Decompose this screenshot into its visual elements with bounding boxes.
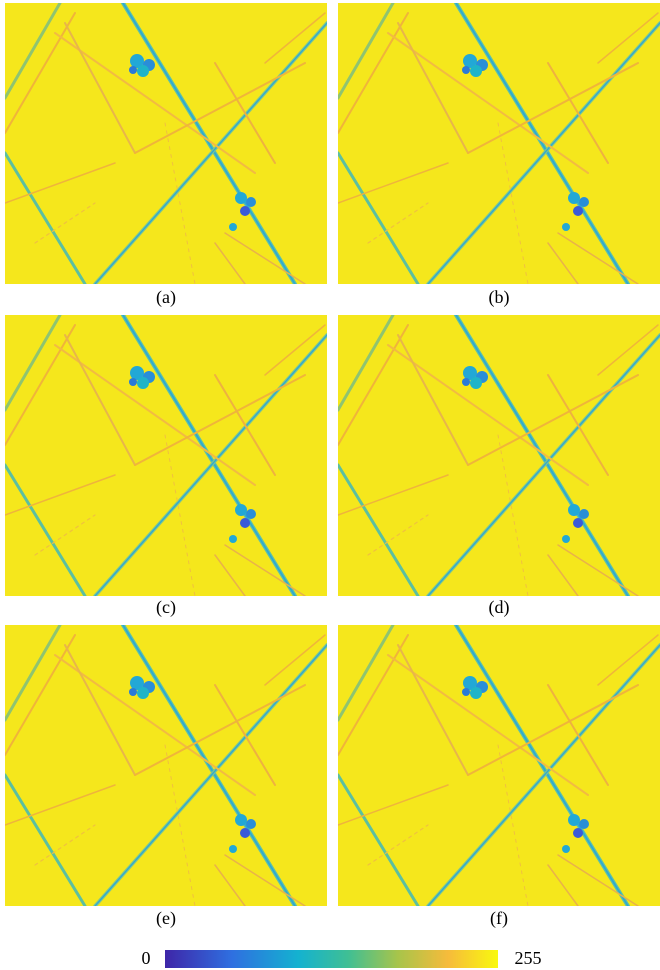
panel-label: (f) (490, 908, 508, 929)
image-panel (338, 315, 660, 596)
colorbar-max: 255 (515, 948, 542, 968)
page: (a) (b) (c) (d) (e) (f) 0 255 (() => { c… (0, 0, 660, 970)
panel-label: (d) (489, 597, 510, 618)
panel-label: (c) (156, 597, 176, 618)
panel-label: (e) (156, 908, 176, 929)
image-panel (5, 3, 327, 284)
image-panel (338, 3, 660, 284)
image-panel (5, 315, 327, 596)
colorbar (165, 950, 498, 968)
panel-label: (b) (489, 287, 510, 308)
panel-label: (a) (156, 287, 176, 308)
colorbar-min: 0 (142, 948, 151, 968)
image-panel (338, 625, 660, 906)
image-panel (5, 625, 327, 906)
figure: (a) (b) (c) (d) (e) (f) 0 255 (0, 0, 660, 970)
